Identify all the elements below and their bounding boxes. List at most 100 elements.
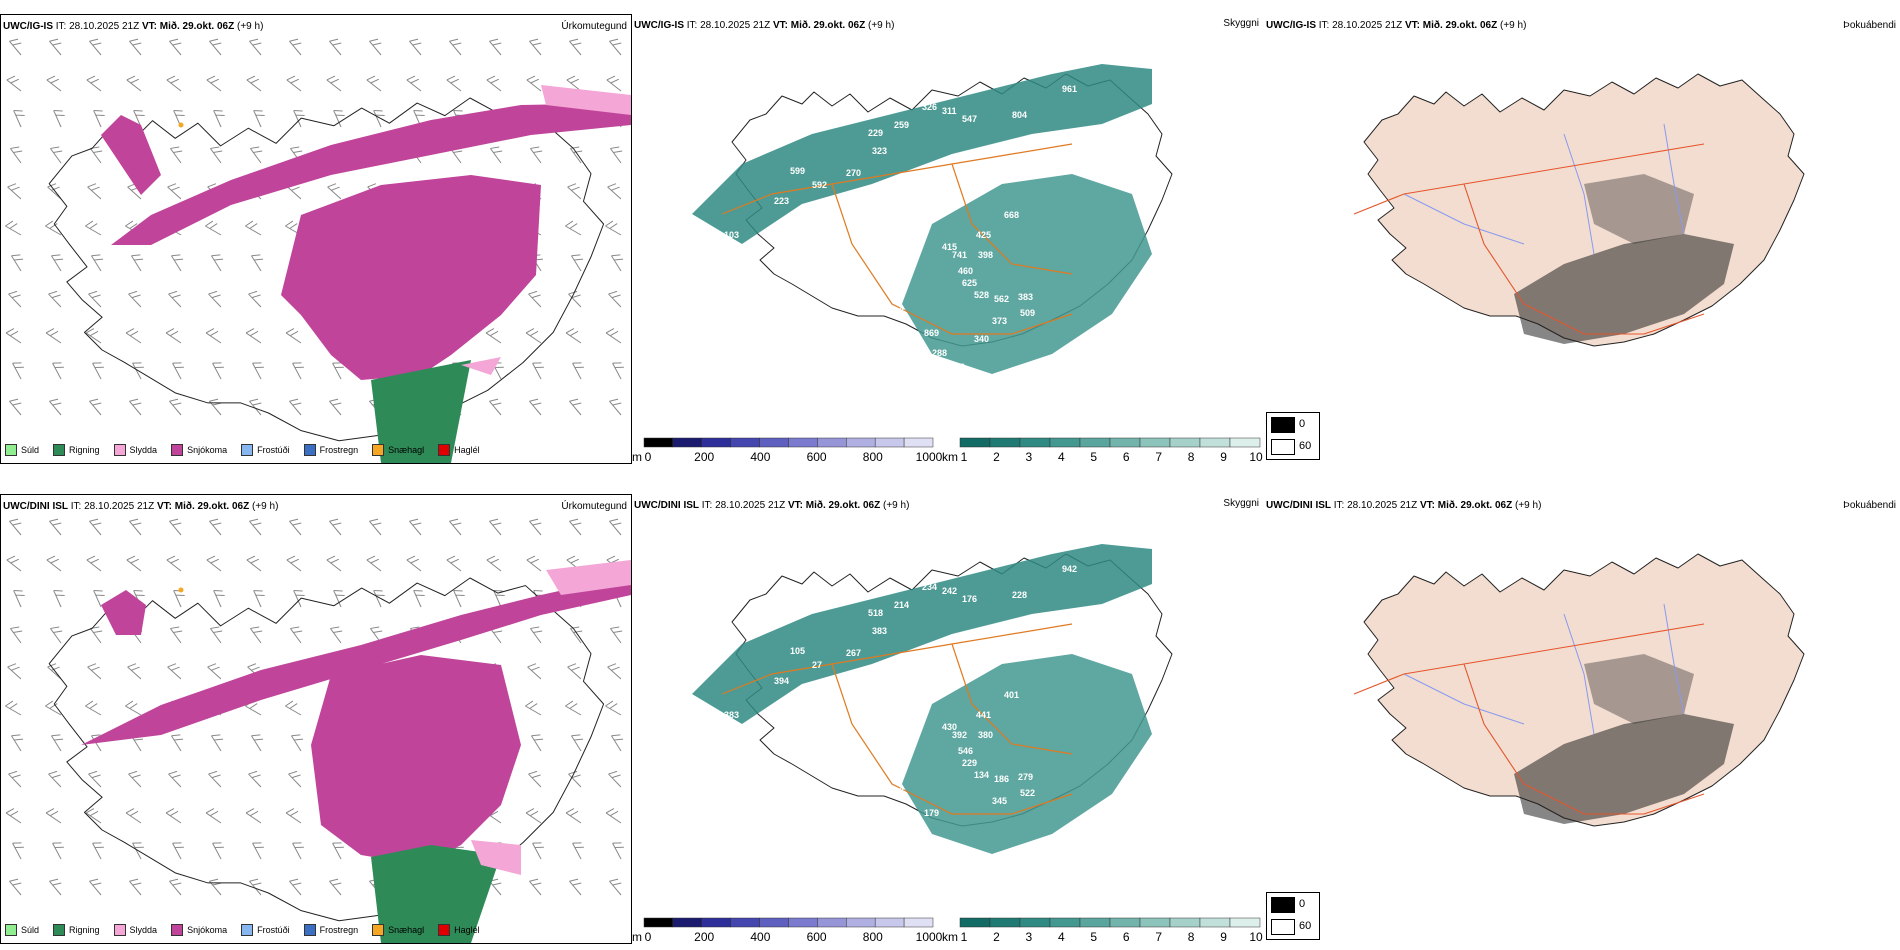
visibility-area (902, 654, 1152, 854)
colorbar-tick: 3 (1025, 930, 1033, 944)
colorbar-segment (874, 917, 905, 928)
fog-area (1584, 654, 1694, 724)
panel-title: UWC/IG-IS IT: 28.10.2025 21Z VT: Mið. 29… (634, 20, 895, 31)
precip-legend: Súld Rigning Slydda Snjókoma Frostúði Frostre… (5, 923, 480, 937)
fog-area (1514, 714, 1734, 824)
colorbar-segment (903, 437, 934, 448)
fog-legend-label: 0 (1299, 418, 1306, 430)
panel-kind: Úrkomutegund (561, 501, 627, 512)
cloud-base-label: 36 (912, 350, 922, 360)
legend-item: Snjókoma (171, 924, 227, 936)
legend-label: Snæhagl (388, 445, 425, 455)
colorbar-tick: 6 (1122, 930, 1130, 944)
cloud-base-label: 509 (1020, 308, 1035, 318)
cloud-base-label: 134 (974, 770, 989, 780)
legend-label: Slydda (129, 925, 158, 935)
colorbar-tick: 2 (993, 930, 1000, 944)
colorbar-tick: 5 (1090, 450, 1098, 464)
colorbar-unit: m (632, 930, 642, 944)
legend-label: Frostregn (319, 925, 359, 935)
colorbar-tick: 1000 (915, 930, 943, 944)
roads (721, 623, 1073, 815)
cloud-base-label: 229 (868, 128, 883, 138)
panel-title: UWC/DINI ISL IT: 28.10.2025 21Z VT: Mið.… (1266, 500, 1542, 511)
legend-item: Rigning (53, 924, 100, 936)
legend-swatch (5, 924, 17, 936)
legend-label: Snæhagl (388, 925, 425, 935)
cloud-panel-1: UWC/DINI ISL IT: 28.10.2025 21Z VT: Mið.… (632, 494, 1262, 934)
colorbar-tick: 7 (1155, 930, 1162, 944)
cloud-base-label: 653 (700, 718, 715, 728)
cloud-base-label: 804 (1012, 110, 1027, 120)
panel-kind: Þokuábendi (1843, 20, 1896, 31)
cloud-base-label: 88 (894, 306, 904, 316)
cloud-map: 961 326 229 311 547 804 259 323 599 270 592 223 104 1… (692, 64, 1173, 376)
snow-area (101, 103, 631, 380)
cloud-base-label: 668 (1004, 210, 1019, 220)
colorbar-segment (759, 437, 789, 448)
colorbar-segment (788, 437, 818, 448)
cloud-base-label: 186 (994, 774, 1009, 784)
colorbar-segment (1109, 437, 1141, 448)
cloud-base-label: 229 (962, 758, 977, 768)
colorbar-segment (759, 917, 789, 928)
cloud-base-label: 398 (978, 250, 993, 260)
panel-title: UWC/IG-IS IT: 28.10.2025 21Z VT: Mið. 29… (1266, 20, 1527, 31)
panel-title: UWC/DINI ISL IT: 28.10.2025 21Z VT: Mið.… (3, 501, 279, 512)
legend-item: Frostregn (303, 444, 359, 456)
cloud-base-label: 548 (894, 708, 909, 718)
snow-area (81, 575, 631, 865)
cloud-base-label: 133 (880, 366, 895, 376)
cloud-base-label: 518 (868, 608, 883, 618)
fog-legend: 0 60 (1266, 412, 1320, 460)
iceland-outline (731, 553, 1173, 827)
rain-area (371, 360, 471, 463)
colorbar-segment (1049, 437, 1081, 448)
colorbar-segment (1079, 917, 1111, 928)
cloud-base-label: 340 (974, 334, 989, 344)
precip-legend: Súld Rigning Slydda Snjókoma Frostúði Frostre… (5, 443, 480, 457)
legend-swatch (372, 924, 385, 936)
legend-label: Súld (21, 445, 40, 455)
cloud-base-label: 401 (1004, 690, 1019, 700)
legend-item: Frostúði (241, 924, 290, 936)
legend-swatch (53, 924, 66, 936)
colorbar-segment (701, 437, 731, 448)
legend-label: Haglél (454, 445, 480, 455)
colorbar-tick: 1 (960, 450, 968, 464)
legend-swatch (241, 924, 254, 936)
fog-legend-label: 0 (1299, 898, 1306, 910)
legend-label: Slydda (129, 445, 158, 455)
colorbar-segment (817, 917, 847, 928)
cloud-base-label: 77 (912, 830, 922, 840)
cloud-base-label: 592 (812, 180, 827, 190)
colorbar-tick: 7 (1155, 450, 1162, 464)
legend-label: Snjókoma (187, 445, 228, 455)
cloud-base-label: 415 (942, 242, 957, 252)
visibility-colorbar: km 1 2 3 4 5 6 7 8 9 10 (942, 916, 1264, 948)
cloud-base-label: 625 (962, 278, 977, 288)
cloud-base-label: 201 (894, 228, 909, 238)
colorbar-segment (959, 437, 991, 448)
visibility-area (692, 544, 1152, 724)
rain-area (371, 845, 501, 943)
precip-panel-1: UWC/DINI ISL IT: 28.10.2025 21Z VT: Mið.… (0, 494, 632, 944)
legend-label: Frostregn (319, 445, 359, 455)
colorbar-segment (846, 437, 876, 448)
cloud-base-label: 105 (790, 646, 805, 656)
cloud-base-label: 223 (774, 196, 789, 206)
legend-swatch (113, 444, 126, 456)
cloud-base-label: 741 (952, 250, 967, 260)
panel-title: UWC/DINI ISL IT: 28.10.2025 21Z VT: Mið.… (634, 500, 910, 511)
legend-item: Slydda (113, 444, 158, 456)
colorbar-segment (989, 437, 1021, 448)
colorbar-tick: 3 (1025, 450, 1033, 464)
fog-legend-label: 60 (1299, 440, 1312, 452)
legend-item: Haglél (438, 924, 480, 936)
cloud-base-label: 373 (992, 316, 1007, 326)
legend-label: Haglél (454, 925, 480, 935)
colorbar-segment (1019, 437, 1051, 448)
graupel-spot (178, 587, 184, 593)
legend-item: Haglél (438, 444, 480, 456)
legend-swatch (303, 924, 316, 936)
